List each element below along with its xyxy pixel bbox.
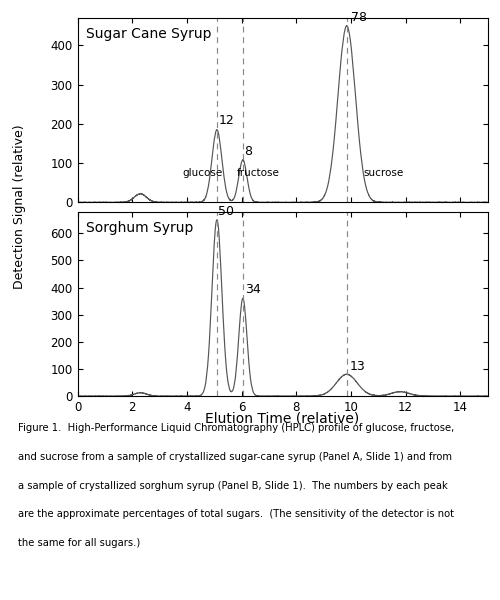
Text: and sucrose from a sample of crystallized sugar-cane syrup (Panel A, Slide 1) an: and sucrose from a sample of crystallize… <box>18 452 452 462</box>
Text: glucose: glucose <box>182 168 223 178</box>
Text: 78: 78 <box>351 11 367 24</box>
Text: Figure 1.  High-Performance Liquid Chromatography (HPLC) profile of glucose, fru: Figure 1. High-Performance Liquid Chroma… <box>18 423 454 433</box>
Text: Sorghum Syrup: Sorghum Syrup <box>86 221 193 235</box>
Text: 34: 34 <box>245 283 261 296</box>
Text: sucrose: sucrose <box>363 168 404 178</box>
Text: a sample of crystallized sorghum syrup (Panel B, Slide 1).  The numbers by each : a sample of crystallized sorghum syrup (… <box>18 481 448 491</box>
Text: fructose: fructose <box>236 168 280 178</box>
Text: 8: 8 <box>244 145 252 158</box>
Text: 12: 12 <box>218 113 234 127</box>
Text: the same for all sugars.): the same for all sugars.) <box>18 538 140 548</box>
Text: are the approximate percentages of total sugars.  (The sensitivity of the detect: are the approximate percentages of total… <box>18 509 454 520</box>
Text: Elution Time (relative): Elution Time (relative) <box>206 411 360 425</box>
Text: Sugar Cane Syrup: Sugar Cane Syrup <box>86 27 211 41</box>
Text: Detection Signal (relative): Detection Signal (relative) <box>14 125 26 289</box>
Text: 13: 13 <box>350 360 366 373</box>
Text: 50: 50 <box>218 205 234 218</box>
